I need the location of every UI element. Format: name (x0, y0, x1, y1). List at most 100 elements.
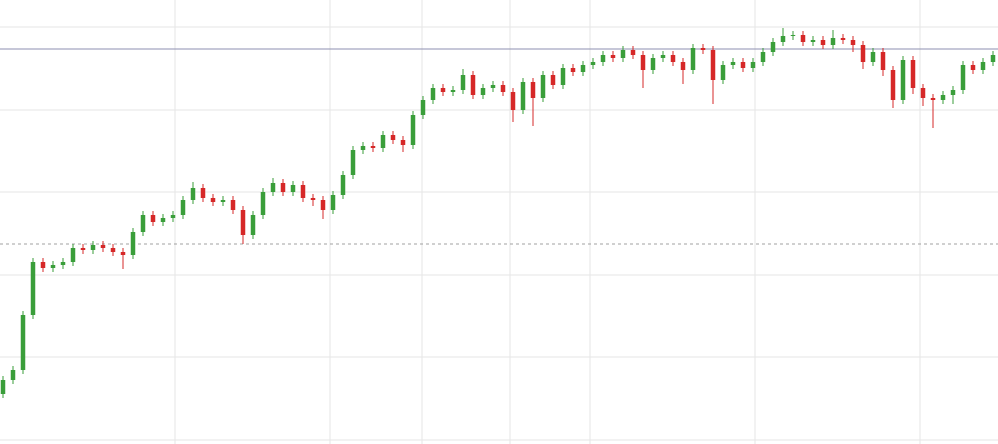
candle-body (540, 75, 546, 98)
candle-body (860, 45, 866, 62)
candle-body (740, 62, 746, 68)
candle-body (190, 188, 196, 200)
candle-body (920, 88, 926, 98)
candle-body (200, 188, 206, 198)
candle-body (80, 248, 86, 250)
candle-body (650, 58, 656, 70)
candle-body (430, 88, 436, 100)
candle-body (830, 38, 836, 45)
candle-body (0, 380, 6, 394)
candle-body (620, 50, 626, 58)
candle-body (550, 75, 556, 85)
candle-body (910, 60, 916, 88)
candle-body (680, 62, 686, 70)
candle-body (370, 146, 376, 148)
candle-body (500, 85, 506, 92)
candle-body (300, 185, 306, 198)
candle-body (380, 135, 386, 148)
candle-body (770, 42, 776, 52)
candle-body (20, 315, 26, 370)
candle-body (720, 65, 726, 80)
candle-body (90, 245, 96, 250)
candle-body (600, 55, 606, 62)
candle-body (490, 85, 496, 88)
candle-body (610, 55, 616, 58)
candle-body (970, 65, 976, 70)
candle-body (840, 38, 846, 40)
candle-body (630, 50, 636, 55)
candle-body (710, 50, 716, 80)
candle-body (150, 215, 156, 222)
candle-body (570, 68, 576, 72)
candle-body (30, 262, 36, 315)
candle-body (990, 55, 996, 62)
candle-body (410, 115, 416, 145)
candle-body (390, 135, 396, 140)
candle-body (100, 245, 106, 248)
candle-body (560, 68, 566, 85)
candle-body (280, 183, 286, 192)
candle-body (890, 70, 896, 100)
candle-body (130, 232, 136, 255)
candle-body (460, 75, 466, 90)
candle-body (70, 248, 76, 262)
candle-body (420, 100, 426, 115)
candle-body (730, 62, 736, 65)
candle-body (140, 215, 146, 232)
candle-body (210, 198, 216, 202)
candle-body (60, 262, 66, 265)
candle-body (310, 198, 316, 200)
candle-body (160, 218, 166, 222)
candle-body (960, 65, 966, 90)
candle-body (250, 215, 256, 235)
candle-body (670, 55, 676, 62)
candle-body (800, 35, 806, 42)
candle-body (270, 183, 276, 192)
candle-body (580, 65, 586, 72)
candle-body (950, 90, 956, 95)
candle-body (760, 52, 766, 62)
candle-body (510, 92, 516, 110)
candle-body (340, 175, 346, 195)
candle-body (330, 195, 336, 210)
candle-body (230, 200, 236, 210)
candle-body (40, 262, 46, 268)
candle-body (850, 40, 856, 45)
candle-body (530, 82, 536, 98)
candle-body (260, 192, 266, 215)
candle-body (360, 146, 366, 150)
candle-body (50, 265, 56, 268)
candle-body (660, 55, 666, 58)
candle-body (640, 55, 646, 70)
candle-body (870, 52, 876, 62)
candle-body (900, 60, 906, 100)
candle-body (170, 215, 176, 218)
candle-body (320, 200, 326, 210)
candle-body (470, 75, 476, 95)
candle-body (940, 95, 946, 100)
candle-body (440, 88, 446, 92)
candle-body (820, 40, 826, 45)
candle-body (480, 88, 486, 95)
candle-body (220, 200, 226, 202)
candle-body (240, 210, 246, 235)
candle-body (520, 82, 526, 110)
candle-body (400, 140, 406, 145)
candle-body (10, 370, 16, 380)
candle-body (180, 200, 186, 215)
candle-body (980, 62, 986, 70)
candle-body (690, 48, 696, 70)
candle-body (590, 62, 596, 65)
candle-body (930, 98, 936, 100)
candle-body (350, 150, 356, 175)
candle-body (880, 52, 886, 70)
candle-body (450, 90, 456, 92)
candle-body (120, 252, 126, 255)
candle-body (700, 48, 706, 50)
candle-body (810, 40, 816, 42)
candle-body (110, 248, 116, 252)
candle-body (290, 185, 296, 192)
candle-body (790, 35, 796, 36)
